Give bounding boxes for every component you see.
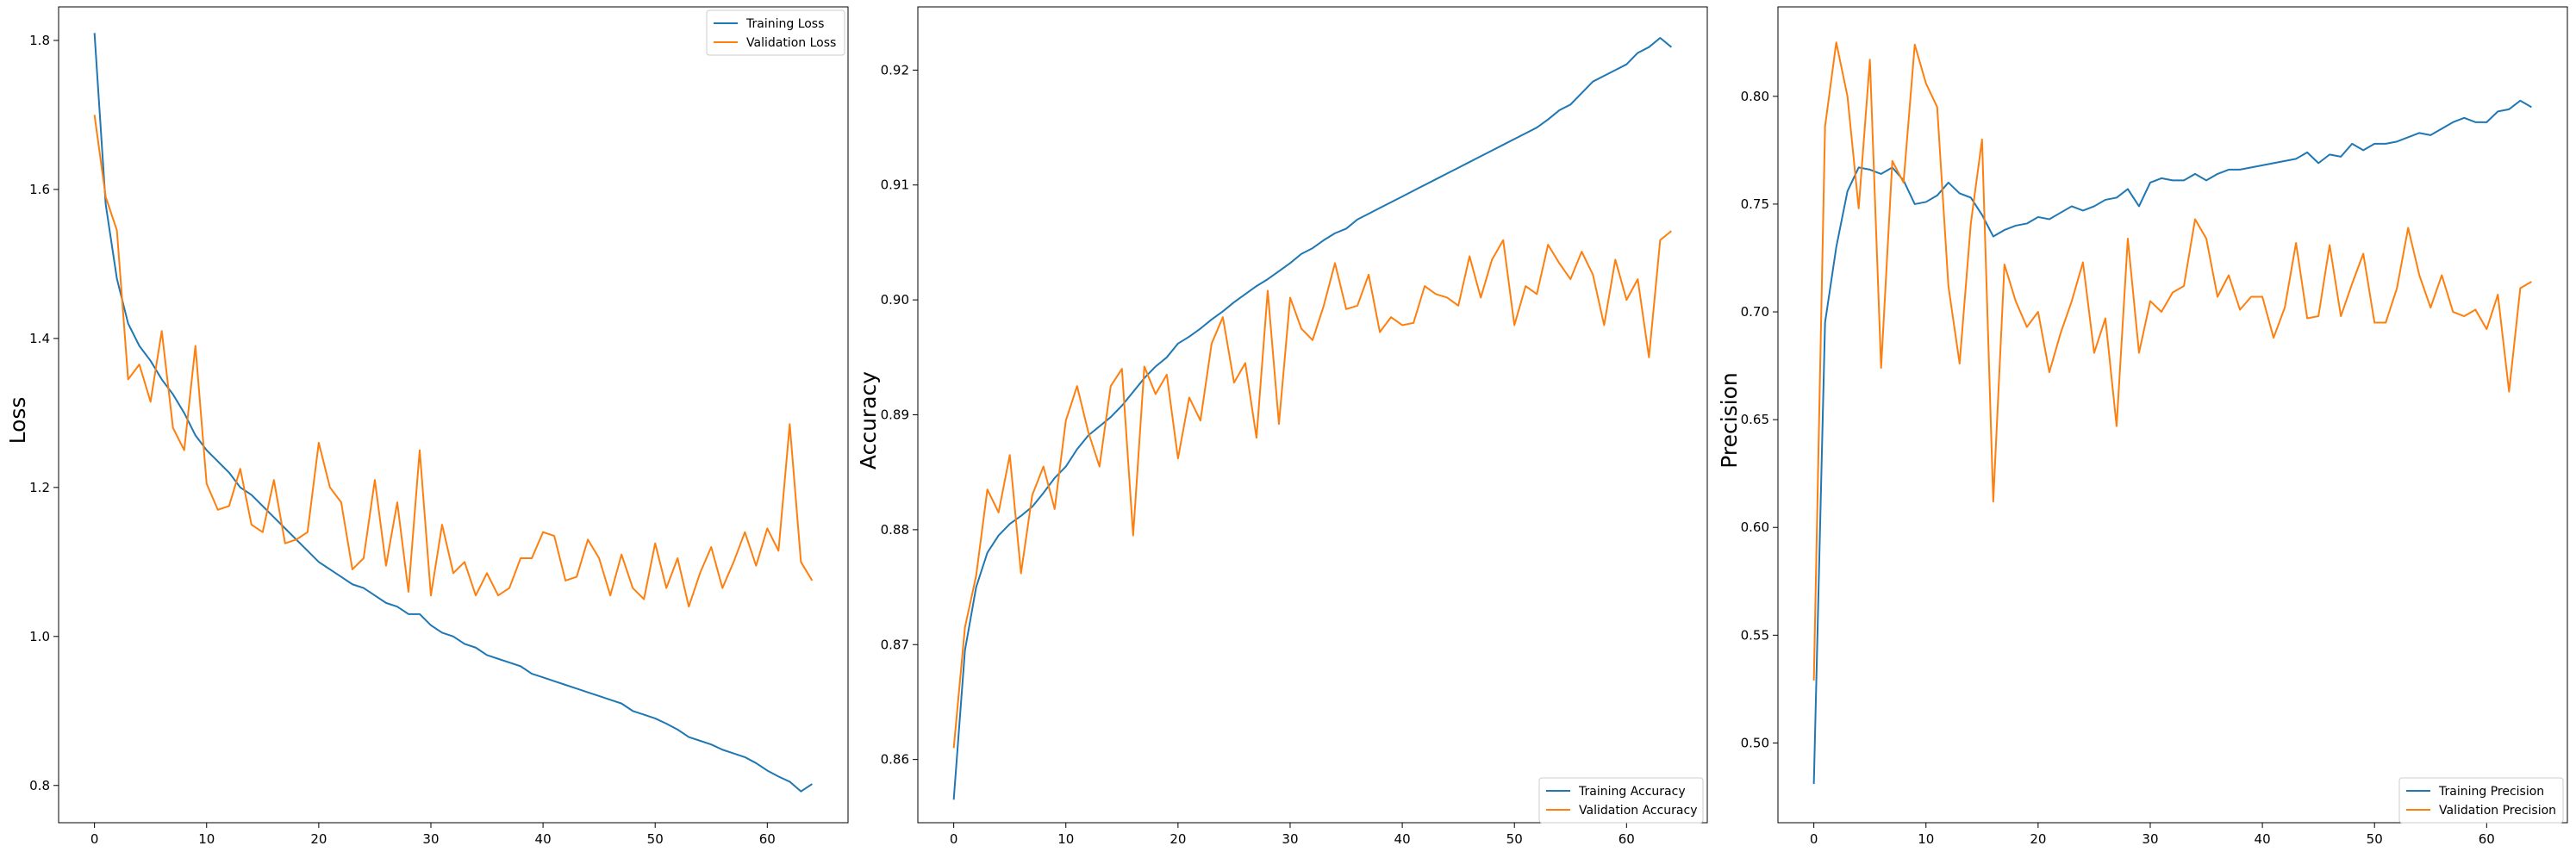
accuracy-legend-label-training: Training Accuracy: [1578, 785, 1686, 799]
loss-plot-frame: [58, 6, 849, 824]
precision-y-tick-label: 0.60: [1741, 519, 1769, 535]
precision-y-tick-label: 0.70: [1741, 304, 1769, 320]
precision-x-tick-label: 10: [1918, 831, 1934, 847]
accuracy-validation-series-line: [952, 230, 1672, 749]
loss-y-tick-label: 0.8: [29, 778, 50, 793]
accuracy-y-tick-label: 0.90: [881, 292, 909, 308]
loss-legend-label-validation: Validation Loss: [746, 36, 836, 50]
accuracy-y-tick-label: 0.88: [881, 522, 909, 538]
accuracy-x-tick-label: 40: [1394, 831, 1411, 847]
precision-x-tick-label: 20: [2030, 831, 2046, 847]
precision-x-tick-label: 60: [2479, 831, 2495, 847]
precision-legend-label-training: Training Precision: [2438, 785, 2544, 799]
precision-y-tick-label: 0.80: [1741, 89, 1769, 104]
loss-y-tick-label: 1.0: [29, 629, 50, 644]
accuracy-y-tick-label: 0.86: [881, 752, 909, 768]
loss-training-series-line: [93, 33, 813, 793]
loss-x-tick-label: 50: [647, 831, 664, 847]
loss-x-tick-label: 20: [310, 831, 327, 847]
precision-x-tick-label: 50: [2367, 831, 2383, 847]
loss-validation-series-line: [93, 115, 814, 608]
precision-y-tick-label: 0.65: [1741, 412, 1769, 427]
precision-chart: Precision 0 10 20 30 40 50 600.500.550.600.650…: [1717, 6, 2568, 847]
loss-x-tick-label: 10: [198, 831, 215, 847]
accuracy-x-tick-label: 60: [1619, 831, 1635, 847]
precision-y-tick-label: 0.75: [1741, 196, 1769, 212]
accuracy-legend: Training Accuracy Validation Accuracy: [1538, 777, 1704, 824]
precision-legend-label-validation: Validation Precision: [2439, 804, 2556, 818]
precision-validation-series-line: [1812, 41, 2532, 681]
loss-y-tick-label: 1.6: [29, 182, 50, 197]
loss-y-tick-label: 1.8: [29, 33, 50, 48]
precision-legend-frame: [2398, 777, 2564, 824]
loss-x-tick-label: 30: [422, 831, 439, 847]
precision-x-tick-label: 0: [1810, 831, 1818, 847]
accuracy-x-tick-label: 0: [950, 831, 958, 847]
accuracy-legend-label-validation: Validation Accuracy: [1579, 804, 1698, 818]
accuracy-x-tick-label: 20: [1169, 831, 1186, 847]
accuracy-y-tick-label: 0.92: [881, 62, 909, 78]
accuracy-legend-frame: [1538, 777, 1704, 824]
accuracy-y-tick-label: 0.87: [881, 637, 909, 652]
precision-y-tick-label: 0.55: [1741, 627, 1769, 643]
loss-chart: Loss 0 10 20 30 40 50 60 0.8 1.0 1.2 1.4 1.6 1.8 Tra…: [5, 6, 849, 847]
precision-training-series-line: [1812, 99, 2532, 784]
accuracy-chart: Accuracy 0 10 20 30 40 50 60 0.86 0.87 0.88 0.89 0.…: [856, 6, 1708, 847]
loss-x-tick-label: 60: [759, 831, 776, 847]
loss-legend: Training Loss Validation Loss: [706, 9, 845, 56]
precision-plot-frame: [1777, 6, 2568, 824]
accuracy-x-tick-label: 30: [1282, 831, 1298, 847]
loss-y-tick-label: 1.2: [29, 480, 50, 495]
loss-plot-area: 0 10 20 30 40 50 60 0.8 1.0 1.2 1.4 1.6 1.8: [29, 6, 849, 847]
loss-x-tick-label: 40: [535, 831, 552, 847]
accuracy-x-tick-label: 50: [1506, 831, 1523, 847]
precision-y-axis-title: Precision: [1717, 372, 1742, 469]
precision-plot-area: 0 10 20 30 40 50 60 0.50 0.55 0.60 0.65 0.70 0.75 0.8…: [1741, 6, 2568, 847]
precision-legend: Training Precision Validation Precision: [2398, 777, 2564, 824]
accuracy-x-tick-label: 10: [1057, 831, 1074, 847]
accuracy-y-axis-title: Accuracy: [856, 371, 881, 470]
precision-y-tick-label: 0.50: [1741, 735, 1769, 750]
accuracy-y-tick-label: 0.91: [881, 177, 909, 193]
accuracy-plot-area: 0 10 20 30 40 50 60 0.86 0.87 0.88 0.89 0.90 0.91 0.9…: [881, 6, 1708, 847]
loss-y-tick-label: 1.4: [29, 331, 50, 346]
accuracy-training-series-line: [952, 37, 1672, 800]
precision-x-tick-label: 30: [2142, 831, 2158, 847]
precision-x-tick-label: 40: [2255, 831, 2271, 847]
accuracy-y-tick-label: 0.89: [881, 407, 909, 423]
loss-legend-frame: [706, 9, 845, 56]
loss-legend-label-training: Training Loss: [745, 17, 824, 31]
loss-x-tick-label: 0: [90, 831, 99, 847]
loss-y-axis-title: Loss: [5, 397, 30, 445]
